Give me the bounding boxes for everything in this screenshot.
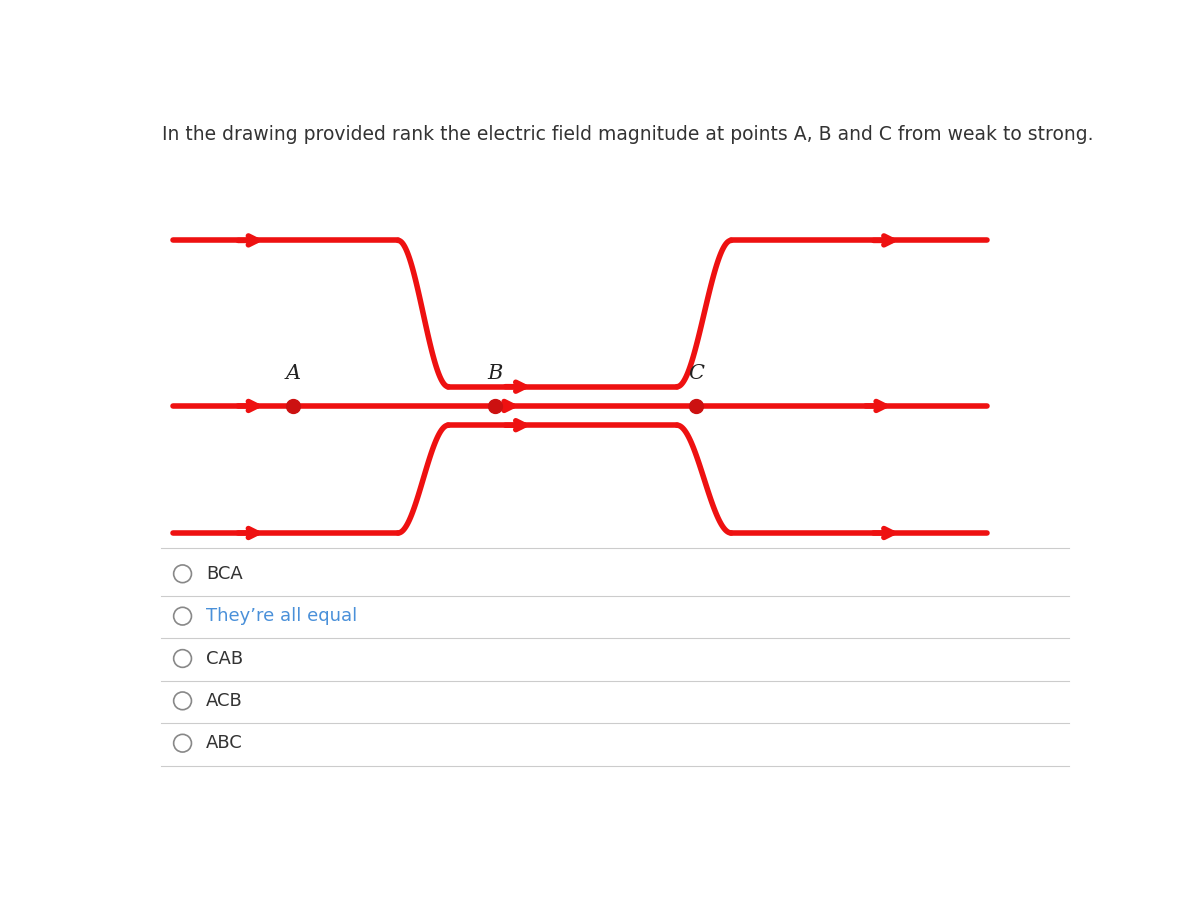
Text: BCA: BCA: [206, 564, 242, 583]
Text: CAB: CAB: [206, 650, 242, 668]
Point: [283, 399, 302, 413]
Text: A: A: [286, 364, 301, 383]
Text: C: C: [689, 364, 704, 383]
Point: [686, 399, 706, 413]
Text: B: B: [487, 364, 503, 383]
Text: ABC: ABC: [206, 734, 242, 752]
Text: ACB: ACB: [206, 692, 242, 709]
Text: They’re all equal: They’re all equal: [206, 607, 358, 625]
Point: [485, 399, 504, 413]
Text: In the drawing provided rank the electric field magnitude at points A, B and C f: In the drawing provided rank the electri…: [162, 125, 1093, 144]
